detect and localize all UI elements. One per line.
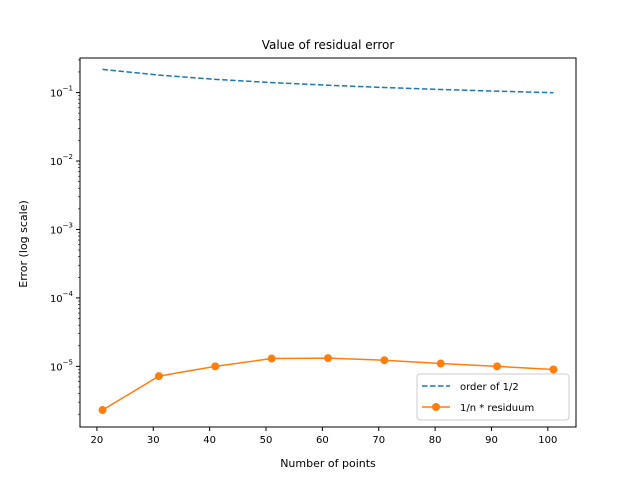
x-tick-label: 50: [260, 435, 273, 446]
x-tick-label: 90: [485, 435, 498, 446]
y-tick-exponent: −3: [63, 221, 73, 229]
x-tick-label: 60: [316, 435, 329, 446]
series-point-1: [549, 365, 558, 374]
series-line-0: [102, 68, 554, 94]
series-point-1: [211, 362, 220, 371]
series-point-1: [98, 406, 107, 415]
x-tick-label: 40: [203, 435, 216, 446]
series-point-1: [493, 362, 502, 371]
series-point-1: [436, 359, 445, 368]
y-tick-base: 10: [50, 225, 63, 236]
x-tick-label: 70: [372, 435, 385, 446]
legend-label-1: 1/n * residuum: [460, 403, 534, 414]
axes-frame: [79, 57, 577, 428]
y-tick-exponent: −2: [63, 153, 73, 161]
y-tick-label: 10−2: [50, 153, 73, 168]
y-tick-label: 10−4: [50, 290, 74, 305]
y-tick-base: 10: [50, 294, 63, 305]
y-tick-base: 10: [50, 157, 63, 168]
y-tick-label: 10−1: [50, 85, 73, 100]
y-tick-exponent: −5: [63, 358, 73, 366]
series-point-1: [324, 354, 332, 363]
x-axis-label: Number of points: [280, 457, 376, 470]
y-tick-base: 10: [50, 89, 63, 100]
y-tick-label: 10−3: [50, 221, 73, 236]
legend-box: [416, 373, 570, 421]
chart-title: Value of residual error: [262, 38, 395, 52]
series-point-1: [267, 354, 276, 363]
x-tick-label: 80: [429, 435, 442, 446]
y-tick-base: 10: [50, 362, 63, 373]
series-point-1: [154, 372, 163, 381]
y-tick-exponent: −4: [63, 290, 74, 298]
series-point-1: [380, 356, 389, 365]
x-tick-label: 30: [147, 435, 160, 446]
legend-label-0: order of 1/2: [460, 382, 519, 393]
y-tick-label: 10−5: [50, 358, 73, 373]
y-tick-exponent: −1: [63, 85, 73, 93]
x-tick-label: 20: [91, 435, 104, 446]
legend: order of 1/2 1/n * residuum: [416, 373, 570, 421]
y-axis-label: Error (log scale): [17, 200, 30, 288]
legend-marker-1: [432, 403, 440, 411]
x-tick-label: 100: [538, 435, 557, 446]
